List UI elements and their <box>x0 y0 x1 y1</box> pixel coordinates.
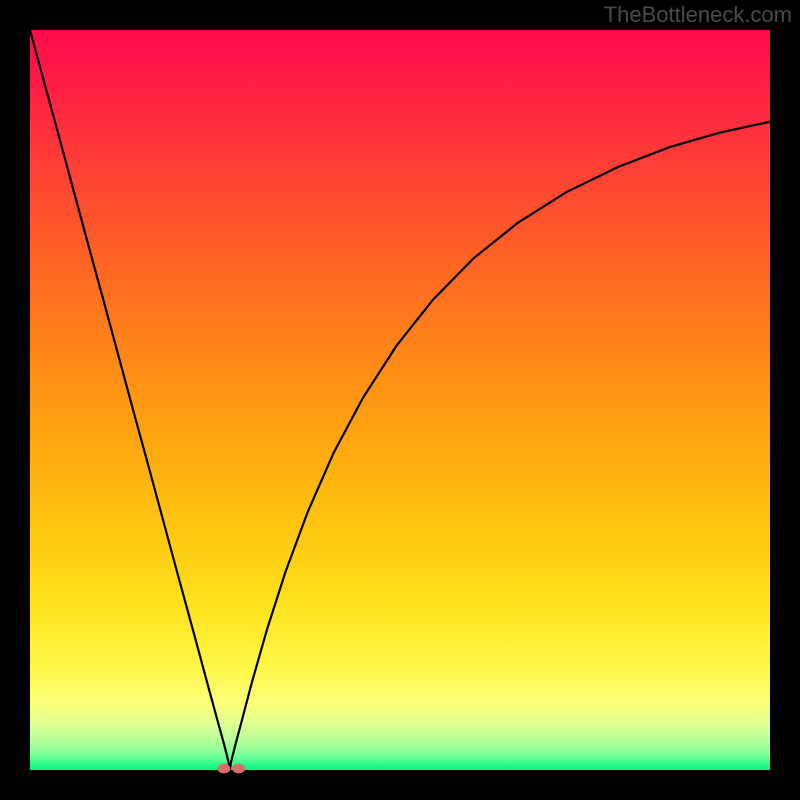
min-marker-dot <box>232 764 245 774</box>
chart-container: TheBottleneck.com <box>0 0 800 800</box>
chart-svg <box>0 0 800 800</box>
plot-background <box>30 30 770 770</box>
min-marker-dot <box>217 764 230 774</box>
watermark-text: TheBottleneck.com <box>604 2 792 28</box>
